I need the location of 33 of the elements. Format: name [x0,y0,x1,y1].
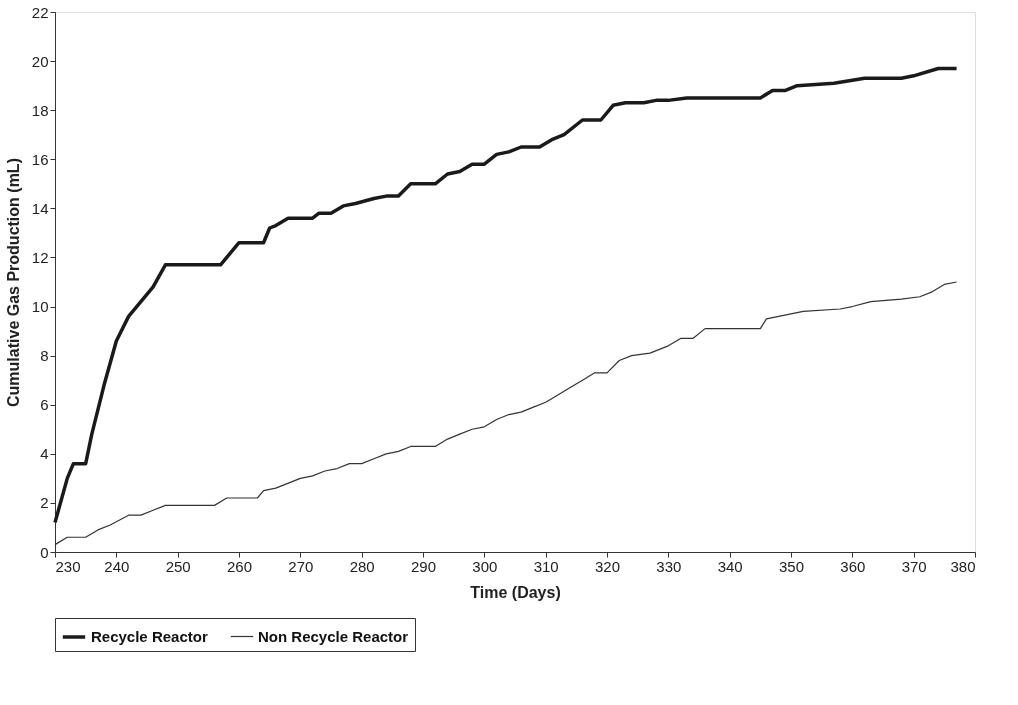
x-tick-label: 270 [288,557,314,575]
y-tick-label: 12 [31,248,49,266]
y-tick-label: 0 [40,543,49,561]
x-tick-label: 380 [950,557,976,575]
x-tick-label: 290 [410,557,437,575]
y-axis-title: Cumulative Gas Production (mL) [4,158,22,407]
x-tick-label: 260 [226,557,253,575]
y-tick-label: 8 [40,347,49,365]
x-tick-label: 330 [656,557,682,575]
y-tick-label: 18 [31,101,49,119]
x-tick-label: 300 [472,557,498,575]
y-tick-label: 22 [31,3,49,21]
y-tick-label: 20 [31,52,49,70]
legend-label: Non Recycle Reactor [258,627,409,645]
x-tick-label: 240 [104,557,130,575]
x-axis-title: Time (Days) [470,583,561,601]
x-tick-label: 320 [594,557,621,575]
y-tick-label: 6 [40,396,49,414]
x-tick-label: 280 [349,557,375,575]
x-tick-label: 310 [533,557,559,575]
line-series [53,66,959,525]
x-tick-label: 230 [55,557,81,575]
y-tick-label: 4 [40,445,49,463]
legend-label: Recycle Reactor [91,628,208,645]
y-tick-label: 10 [31,298,49,316]
y-tick-label: 2 [40,494,49,512]
x-tick-label: 250 [165,557,191,575]
x-tick-label: 360 [840,557,866,575]
x-tick-label: 350 [778,557,805,575]
y-tick-label: 16 [31,150,49,168]
x-tick-label: 370 [901,557,927,575]
x-tick-label: 340 [717,557,743,575]
y-tick-label: 14 [31,199,49,217]
